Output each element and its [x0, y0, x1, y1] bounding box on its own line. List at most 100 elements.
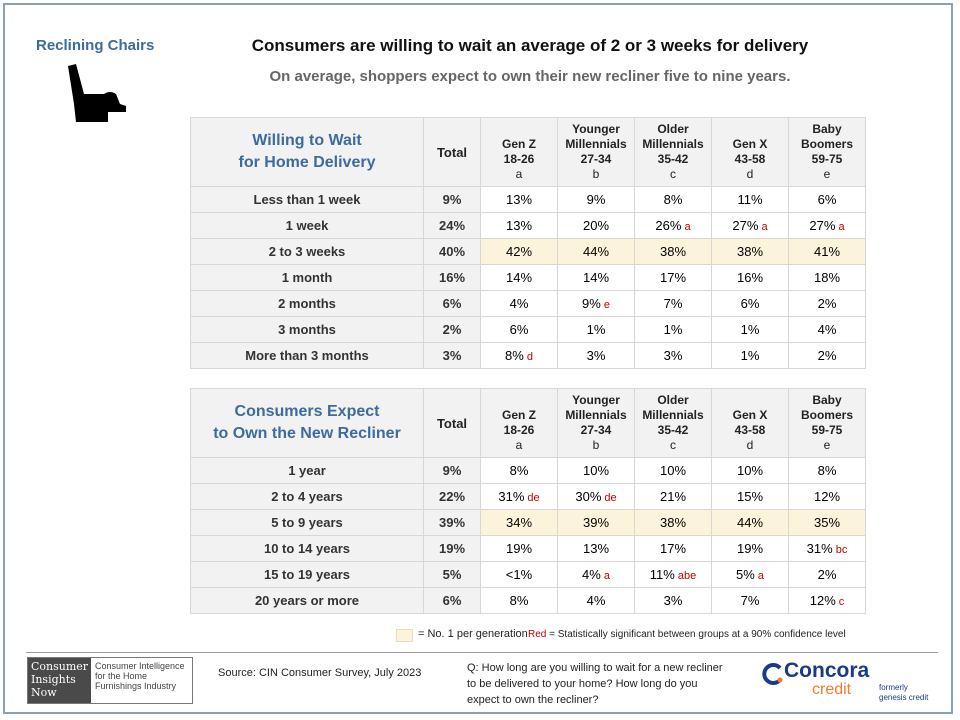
value-cell: 10%	[711, 457, 789, 484]
significance-marker: a	[838, 221, 845, 233]
slide-frame	[3, 3, 953, 714]
total-value: 5%	[423, 561, 481, 588]
value-cell: 31% de	[480, 483, 558, 510]
generation-header: Younger Millennials 27-34 b	[557, 117, 635, 187]
value-cell: 20%	[557, 212, 635, 239]
total-value: 16%	[423, 264, 481, 291]
formerly-note: formerly genesis credit	[879, 683, 929, 702]
cin-tagline: Consumer Intelligence for the Home Furni…	[95, 661, 185, 691]
table-row: 10 to 14 years 19% 19% 13% 17% 19% 31% bc	[190, 535, 866, 562]
value-cell: 8%	[480, 587, 558, 614]
significance-marker: de	[604, 492, 617, 504]
value-cell: 9% e	[557, 290, 635, 317]
table-header-row: Consumers Expect to Own the New Recliner …	[190, 388, 866, 458]
row-label: 15 to 19 years	[190, 561, 424, 588]
significance-legend: Red = Statistically significant between …	[528, 629, 846, 640]
value-cell: 39%	[557, 509, 635, 536]
credit-wordmark: credit	[812, 681, 852, 698]
table-row: 20 years or more 6% 8% 4% 3% 7% 12% c	[190, 587, 866, 614]
value-cell: 12%	[788, 483, 866, 510]
value-cell: 4%	[480, 290, 558, 317]
concora-wordmark: Concora	[784, 659, 870, 682]
table-row: 3 months 2% 6% 1% 1% 1% 4%	[190, 316, 866, 343]
value-cell: 19%	[711, 535, 789, 562]
table-row: 1 year 9% 8% 10% 10% 10% 8%	[190, 457, 866, 484]
row-label: 5 to 9 years	[190, 509, 424, 536]
row-label: 2 to 3 weeks	[190, 238, 424, 265]
value-cell: 3%	[634, 587, 712, 614]
total-value: 6%	[423, 290, 481, 317]
value-cell: 8%	[480, 457, 558, 484]
table-row: 2 months 6% 4% 9% e 7% 6% 2%	[190, 290, 866, 317]
value-cell: 19%	[480, 535, 558, 562]
generation-header: Older Millennials 35-42 c	[634, 117, 712, 187]
value-cell: 5% a	[711, 561, 789, 588]
source-note: Source: CIN Consumer Survey, July 2023	[218, 667, 422, 679]
value-cell: 1%	[711, 316, 789, 343]
significance-marker: e	[603, 299, 610, 311]
generation-header: Baby Boomers 59-75 e	[788, 388, 866, 458]
cin-logo: Consumer Insights Now Consumer Intellige…	[27, 657, 193, 704]
row-label: 10 to 14 years	[190, 535, 424, 562]
main-title: Consumers are willing to wait an average…	[251, 36, 809, 55]
value-cell: 10%	[634, 457, 712, 484]
table-row: 2 to 3 weeks 40% 42% 44% 38% 38% 41%	[190, 238, 866, 265]
value-cell: 15%	[711, 483, 789, 510]
value-cell: 34%	[480, 509, 558, 536]
value-cell: 1%	[557, 316, 635, 343]
value-cell: 41%	[788, 238, 866, 265]
value-cell: 1%	[711, 342, 789, 369]
row-label: 1 month	[190, 264, 424, 291]
generation-header: Baby Boomers 59-75 e	[788, 117, 866, 187]
total-header: Total	[423, 388, 481, 458]
significance-marker: bc	[835, 544, 848, 556]
value-cell: 13%	[557, 535, 635, 562]
significance-marker: a	[757, 570, 764, 582]
section-title: Reclining Chairs	[36, 37, 155, 54]
value-cell: 38%	[634, 238, 712, 265]
table-title: Willing to Wait for Home Delivery	[190, 117, 424, 187]
generation-header: Older Millennials 35-42 c	[634, 388, 712, 458]
highlight-legend-swatch	[396, 629, 413, 642]
table-row: 1 month 16% 14% 14% 17% 16% 18%	[190, 264, 866, 291]
value-cell: 31% bc	[788, 535, 866, 562]
row-label: Less than 1 week	[190, 186, 424, 213]
sub-title: On average, shoppers expect to own their…	[269, 68, 791, 85]
concora-logo: Concora credit formerly genesis credit	[762, 659, 932, 705]
value-cell: 2%	[788, 342, 866, 369]
total-value: 6%	[423, 587, 481, 614]
row-label: 2 months	[190, 290, 424, 317]
footer-divider	[26, 652, 938, 653]
row-label: 1 week	[190, 212, 424, 239]
table-row: 1 week 24% 13% 20% 26% a 27% a 27% a	[190, 212, 866, 239]
total-value: 40%	[423, 238, 481, 265]
value-cell: 21%	[634, 483, 712, 510]
total-value: 9%	[423, 186, 481, 213]
total-value: 2%	[423, 316, 481, 343]
value-cell: 9%	[557, 186, 635, 213]
value-cell: 8%	[634, 186, 712, 213]
value-cell: <1%	[480, 561, 558, 588]
value-cell: 6%	[480, 316, 558, 343]
table-row: 5 to 9 years 39% 34% 39% 38% 44% 35%	[190, 509, 866, 536]
significance-marker: abe	[677, 570, 697, 582]
value-cell: 4%	[788, 316, 866, 343]
row-label: 1 year	[190, 457, 424, 484]
value-cell: 44%	[711, 509, 789, 536]
row-label: More than 3 months	[190, 342, 424, 369]
value-cell: 7%	[711, 587, 789, 614]
value-cell: 42%	[480, 238, 558, 265]
table-header-row: Willing to Wait for Home Delivery Total G…	[190, 117, 866, 187]
value-cell: 38%	[634, 509, 712, 536]
value-cell: 11%	[711, 186, 789, 213]
row-label: 2 to 4 years	[190, 483, 424, 510]
value-cell: 12% c	[788, 587, 866, 614]
value-cell: 11% abe	[634, 561, 712, 588]
value-cell: 14%	[480, 264, 558, 291]
generation-header: Younger Millennials 27-34 b	[557, 388, 635, 458]
concora-c-icon	[762, 663, 783, 685]
significance-marker: a	[603, 570, 610, 582]
generation-header: Gen Z 18-26 a	[480, 388, 558, 458]
total-value: 24%	[423, 212, 481, 239]
value-cell: 2%	[788, 561, 866, 588]
